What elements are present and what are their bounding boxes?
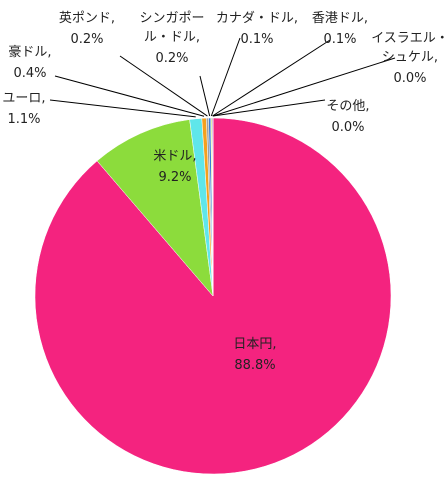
value-label: 0.0% [331, 120, 364, 135]
category-label: 豪ドル, [8, 44, 51, 60]
label-line: カナダ・ドル, [216, 11, 298, 26]
leader-line [199, 75, 211, 117]
leader-line [54, 75, 205, 117]
label-line: 豪ドル, [8, 44, 51, 60]
value-label: 1.1% [7, 112, 40, 127]
category-label: 日本円, [233, 337, 276, 352]
leader-line [212, 99, 326, 117]
category-label: 香港ドル, [312, 11, 368, 26]
label-line: ル・ドル, [144, 30, 200, 45]
label-line: 米ドル, [153, 149, 196, 164]
label-line: ユーロ, [2, 91, 45, 106]
value-label: 0.1% [323, 32, 356, 47]
leader-line [210, 37, 241, 117]
value-label: 0.1% [240, 32, 273, 47]
leader-line [212, 39, 331, 117]
category-label: 英ポンド, [59, 11, 115, 26]
label-line: 香港ドル, [312, 11, 368, 26]
leader-line [49, 99, 196, 118]
value-label: 9.2% [158, 170, 191, 185]
value-label: 0.2% [70, 32, 103, 47]
leader-line [119, 55, 208, 117]
leader-line [212, 57, 396, 117]
pie-slice [96, 119, 214, 297]
category-label: その他, [326, 99, 369, 114]
category-label: 米ドル, [153, 149, 196, 164]
label-line: イスラエル・ [371, 31, 446, 46]
label-line: その他, [326, 99, 369, 114]
value-label: 0.4% [13, 66, 46, 81]
category-label: カナダ・ドル, [216, 11, 298, 26]
label-line: シュケル, [382, 50, 438, 65]
value-label: 88.8% [234, 358, 275, 373]
label-line: 英ポンド, [59, 11, 115, 26]
label-line: シンガポー [139, 11, 204, 26]
category-label: ユーロ, [2, 91, 45, 106]
label-line: 日本円, [233, 337, 276, 352]
value-label: 0.2% [155, 51, 188, 66]
category-label: シンガポール・ドル, [139, 11, 204, 45]
category-label: イスラエル・シュケル, [371, 31, 446, 65]
value-label: 0.0% [393, 71, 426, 86]
